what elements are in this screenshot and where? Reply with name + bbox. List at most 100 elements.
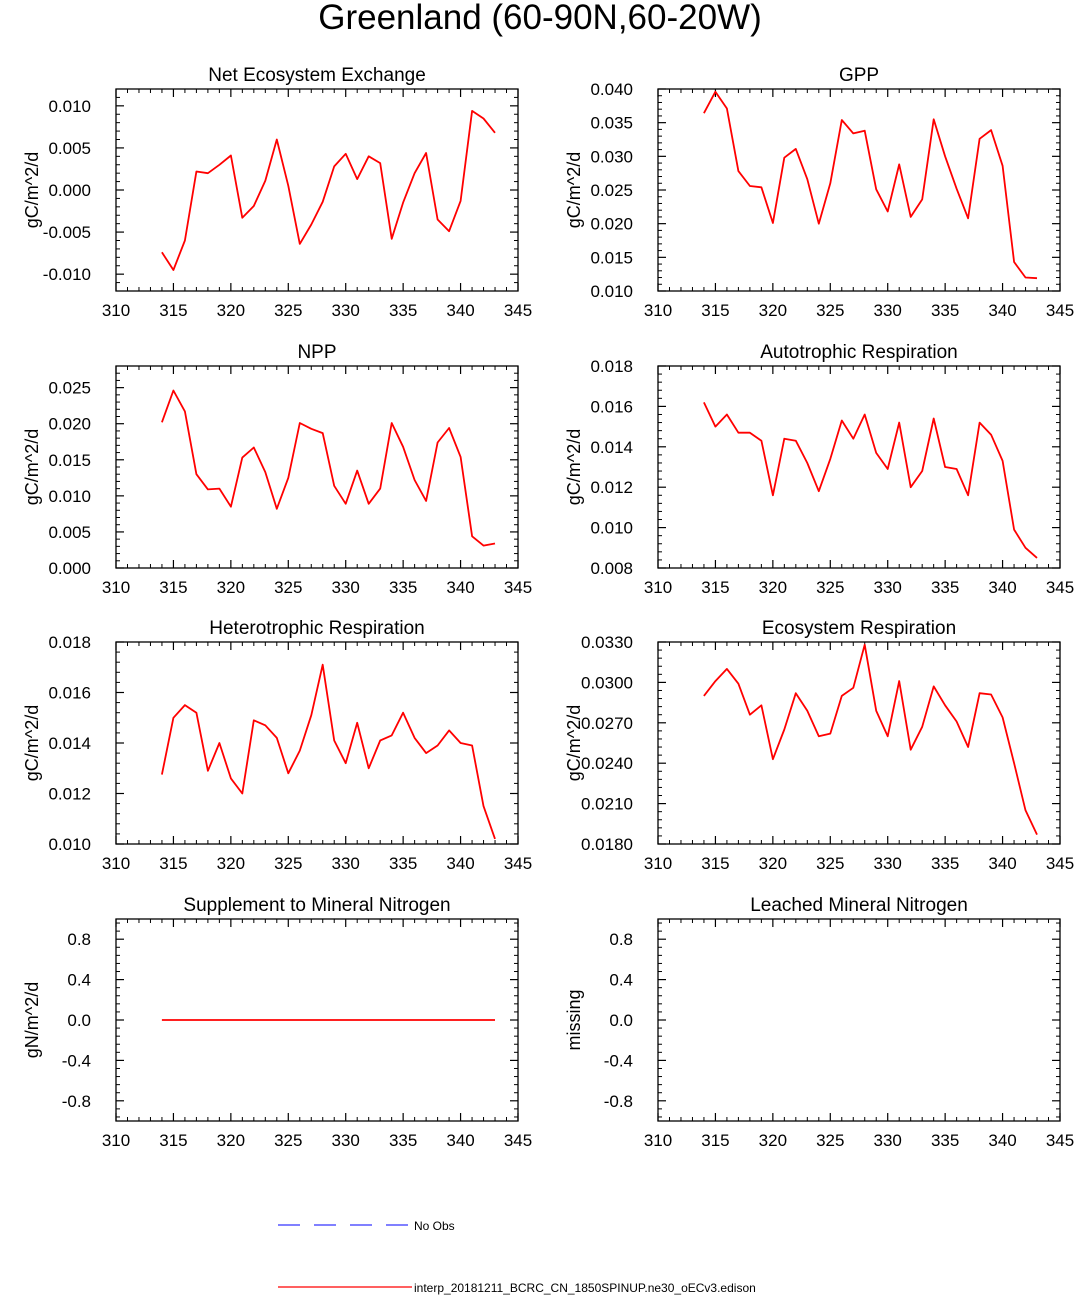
x-tick-label: 325 xyxy=(816,578,844,597)
y-tick-label: 0.0210 xyxy=(581,795,633,814)
y-tick-label: 0.005 xyxy=(48,139,91,158)
x-tick-label: 320 xyxy=(759,578,787,597)
y-tick-label: 0.025 xyxy=(590,181,633,200)
chart-panel-6: Ecosystem Respiration gC/m^2/d 310 315 320 32… xyxy=(564,618,1074,873)
plot-frame xyxy=(657,365,1061,569)
y-tick-label: 0.010 xyxy=(48,835,91,854)
y-axis-label: gC/m^2/d xyxy=(564,152,584,228)
y-tick-label: -0.8 xyxy=(62,1092,91,1111)
y-tick-label: 0.0 xyxy=(609,1011,633,1030)
x-tick-label: 320 xyxy=(217,301,245,320)
y-tick-label: 0.4 xyxy=(609,971,633,990)
y-tick-label: 0.016 xyxy=(590,397,633,416)
y-axis-label: gC/m^2/d xyxy=(22,705,42,781)
x-tick-label: 325 xyxy=(816,301,844,320)
y-tick-label: 0.0180 xyxy=(581,835,633,854)
y-tick-label: 0.010 xyxy=(590,282,633,301)
y-axis-label: gC/m^2/d xyxy=(564,705,584,781)
chart-title: GPP xyxy=(839,65,879,86)
x-tick-label: 325 xyxy=(274,301,302,320)
chart-title: Net Ecosystem Exchange xyxy=(208,65,426,86)
y-tick-label: 0.014 xyxy=(590,438,633,457)
x-tick-label: 310 xyxy=(102,578,130,597)
x-tick-label: 325 xyxy=(816,1131,844,1150)
plot-frame xyxy=(657,918,1061,1122)
x-tick-label: 345 xyxy=(504,1131,532,1150)
x-tick-label: 340 xyxy=(446,854,474,873)
x-tick-label: 315 xyxy=(159,854,187,873)
x-tick-label: 320 xyxy=(759,854,787,873)
y-tick-label: 0.008 xyxy=(590,559,633,578)
x-tick-label: 310 xyxy=(102,854,130,873)
x-tick-label: 340 xyxy=(988,578,1016,597)
x-tick-label: 315 xyxy=(701,301,729,320)
x-tick-label: 320 xyxy=(217,578,245,597)
y-tick-label: -0.005 xyxy=(43,223,91,242)
y-axis-label: gC/m^2/d xyxy=(22,152,42,228)
x-tick-label: 330 xyxy=(332,1131,360,1150)
y-tick-label: 0.0240 xyxy=(581,754,633,773)
x-tick-label: 330 xyxy=(332,854,360,873)
x-tick-label: 315 xyxy=(159,1131,187,1150)
y-tick-label: 0.015 xyxy=(590,248,633,267)
x-tick-label: 310 xyxy=(644,578,672,597)
x-tick-label: 345 xyxy=(1046,301,1074,320)
x-tick-label: 335 xyxy=(931,854,959,873)
x-tick-label: 325 xyxy=(274,854,302,873)
y-tick-label: 0.040 xyxy=(590,80,633,99)
x-tick-label: 325 xyxy=(274,578,302,597)
x-tick-label: 335 xyxy=(389,1131,417,1150)
x-tick-label: 330 xyxy=(874,854,902,873)
y-tick-label: 0.8 xyxy=(609,930,633,949)
y-tick-label: 0.0 xyxy=(67,1011,91,1030)
y-tick-label: 0.000 xyxy=(48,181,91,200)
series-line-1 xyxy=(161,389,496,547)
y-axis-label: gC/m^2/d xyxy=(564,429,584,505)
y-tick-label: 0.025 xyxy=(48,379,91,398)
legend-obs-label: No Obs xyxy=(414,1219,455,1233)
x-tick-label: 320 xyxy=(217,854,245,873)
x-tick-label: 340 xyxy=(446,1131,474,1150)
y-tick-label: 0.014 xyxy=(48,734,91,753)
plot-frame xyxy=(657,88,1061,292)
x-tick-label: 340 xyxy=(446,301,474,320)
y-tick-label: 0.010 xyxy=(48,487,91,506)
plot-frame xyxy=(657,641,1061,845)
x-tick-label: 330 xyxy=(874,301,902,320)
chart-title: Ecosystem Respiration xyxy=(762,618,956,639)
x-tick-label: 315 xyxy=(701,1131,729,1150)
y-axis-label: missing xyxy=(564,989,584,1050)
x-tick-label: 330 xyxy=(332,578,360,597)
y-tick-label: 0.010 xyxy=(590,519,633,538)
series-line-1 xyxy=(703,402,1038,559)
y-tick-label: 0.015 xyxy=(48,451,91,470)
x-tick-label: 340 xyxy=(988,854,1016,873)
chart-panel-2: GPP gC/m^2/d 310 315 320 325 330 335 340 345 0.010… xyxy=(564,65,1074,320)
x-tick-label: 335 xyxy=(389,578,417,597)
y-tick-label: -0.8 xyxy=(604,1092,633,1111)
y-tick-label: 0.4 xyxy=(67,971,91,990)
x-tick-label: 325 xyxy=(274,1131,302,1150)
y-tick-label: 0.0300 xyxy=(581,673,633,692)
y-tick-label: 0.012 xyxy=(590,478,633,497)
x-tick-label: 315 xyxy=(701,854,729,873)
figure-title: Greenland (60-90N,60-20W) xyxy=(318,0,762,37)
x-tick-label: 340 xyxy=(988,1131,1016,1150)
y-tick-label: 0.020 xyxy=(48,415,91,434)
y-tick-label: 0.030 xyxy=(590,147,633,166)
x-tick-label: 330 xyxy=(874,1131,902,1150)
chart-title: NPP xyxy=(297,342,336,363)
y-tick-label: -0.4 xyxy=(62,1051,91,1070)
x-tick-label: 335 xyxy=(389,854,417,873)
y-tick-label: 0.010 xyxy=(48,97,91,116)
y-tick-label: 0.005 xyxy=(48,523,91,542)
legend-model-label: interp_20181211_BCRC_CN_1850SPINUP.ne30_… xyxy=(414,1281,756,1295)
chart-panel-7: Supplement to Mineral Nitrogen gN/m^2/d 31… xyxy=(22,895,532,1150)
y-tick-label: 0.0270 xyxy=(581,714,633,733)
x-tick-label: 335 xyxy=(931,301,959,320)
chart-title: Heterotrophic Respiration xyxy=(209,618,424,639)
x-tick-label: 320 xyxy=(759,1131,787,1150)
chart-panel-1: Net Ecosystem Exchange gC/m^2/d 310 315 320 3… xyxy=(22,65,532,320)
x-tick-label: 310 xyxy=(644,1131,672,1150)
